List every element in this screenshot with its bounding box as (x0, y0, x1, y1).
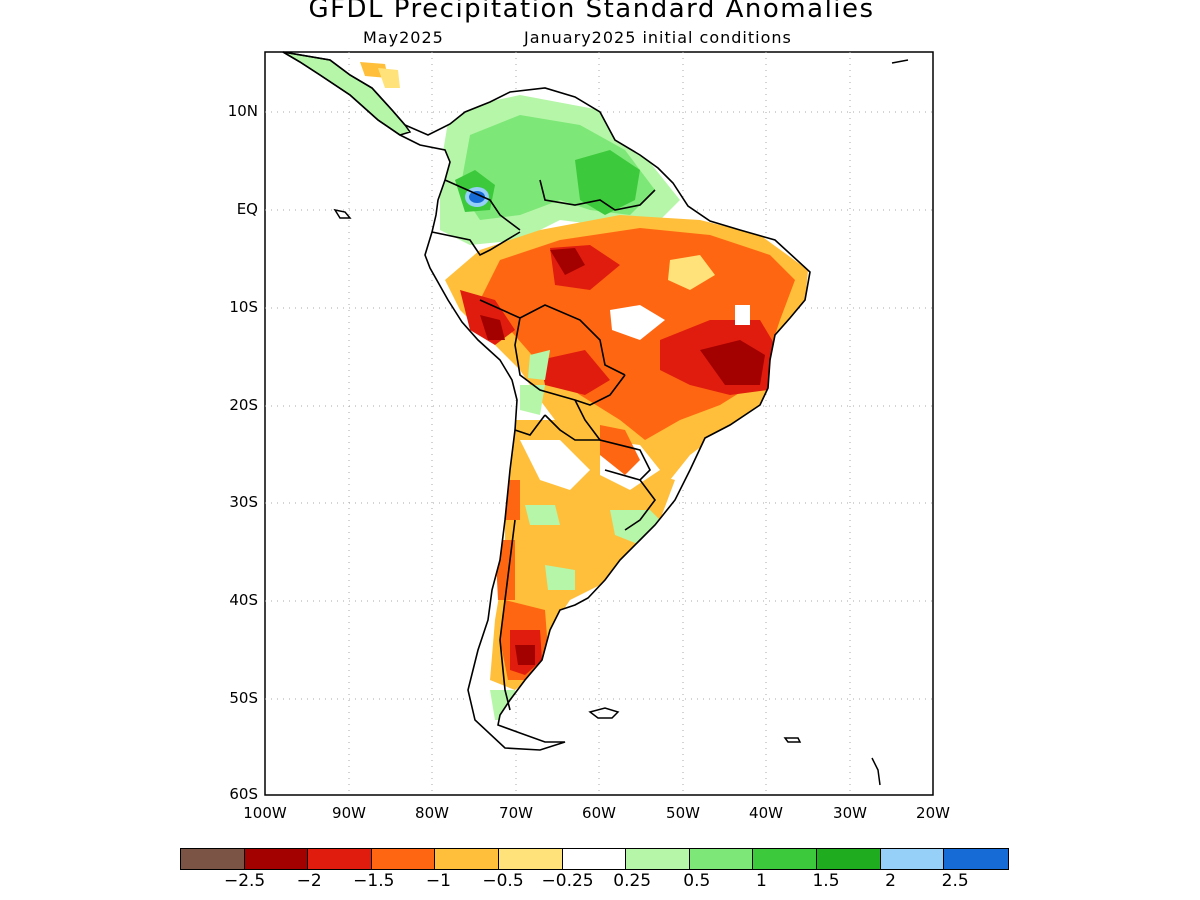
colorbar-tick-label: −2 (296, 871, 322, 891)
colorbar-swatch (435, 849, 499, 869)
colorbar-tick-label: −0.25 (541, 871, 594, 891)
colorbar (180, 848, 1009, 870)
colorbar-swatch (181, 849, 245, 869)
x-tick-label: 80W (415, 804, 449, 822)
colorbar-tick-label: −1 (425, 871, 451, 891)
map-title: GFDL Precipitation Standard Anomalies (308, 0, 875, 24)
y-tick-label: 20S (229, 396, 258, 414)
colorbar-swatch (753, 849, 817, 869)
y-tick-label: 50S (229, 689, 258, 707)
map-subtitle-month: May2025 (363, 28, 444, 47)
y-tick-label: 10S (229, 298, 258, 316)
colorbar-swatch (371, 849, 436, 869)
map-subtitle-initial-conditions: January2025 initial conditions (524, 28, 792, 47)
y-tick-label: 10N (227, 102, 258, 120)
x-tick-label: 90W (332, 804, 366, 822)
y-tick-label: 30S (229, 493, 258, 511)
y-tick-label: 40S (229, 591, 258, 609)
x-tick-label: 70W (499, 804, 533, 822)
colorbar-tick-label: −0.5 (482, 871, 524, 891)
x-tick-label: 100W (243, 804, 287, 822)
colorbar-tick-label: −2.5 (223, 871, 266, 891)
colorbar-swatch (816, 849, 881, 869)
colorbar-tick-label: −1.5 (353, 871, 395, 891)
colorbar-swatch (562, 849, 627, 869)
colorbar-swatch (944, 849, 1008, 869)
colorbar-tick-label: 0.25 (613, 871, 652, 891)
colorbar-tick-label: 2 (885, 871, 896, 891)
x-tick-label: 60W (582, 804, 616, 822)
islands (333, 59, 909, 786)
colorbar-tick-label: 1.5 (812, 871, 840, 891)
colorbar-swatch (880, 849, 945, 869)
colorbar-tick-label: 0.5 (683, 871, 711, 891)
colorbar-swatch (689, 849, 754, 869)
colorbar-swatch (498, 849, 563, 869)
colorbar-swatch (308, 849, 372, 869)
colorbar-tick-label: 1 (755, 871, 767, 891)
x-tick-label: 40W (749, 804, 783, 822)
colorbar-tick-label: 2.5 (941, 871, 969, 891)
colorbar-swatch (244, 849, 309, 869)
x-tick-label: 50W (666, 804, 700, 822)
x-tick-label: 20W (916, 804, 950, 822)
y-tick-label: EQ (236, 200, 258, 218)
coastlines-and-borders (282, 52, 811, 751)
colorbar-swatch (626, 849, 690, 869)
x-tick-label: 30W (833, 804, 867, 822)
y-tick-label: 60S (229, 785, 258, 803)
